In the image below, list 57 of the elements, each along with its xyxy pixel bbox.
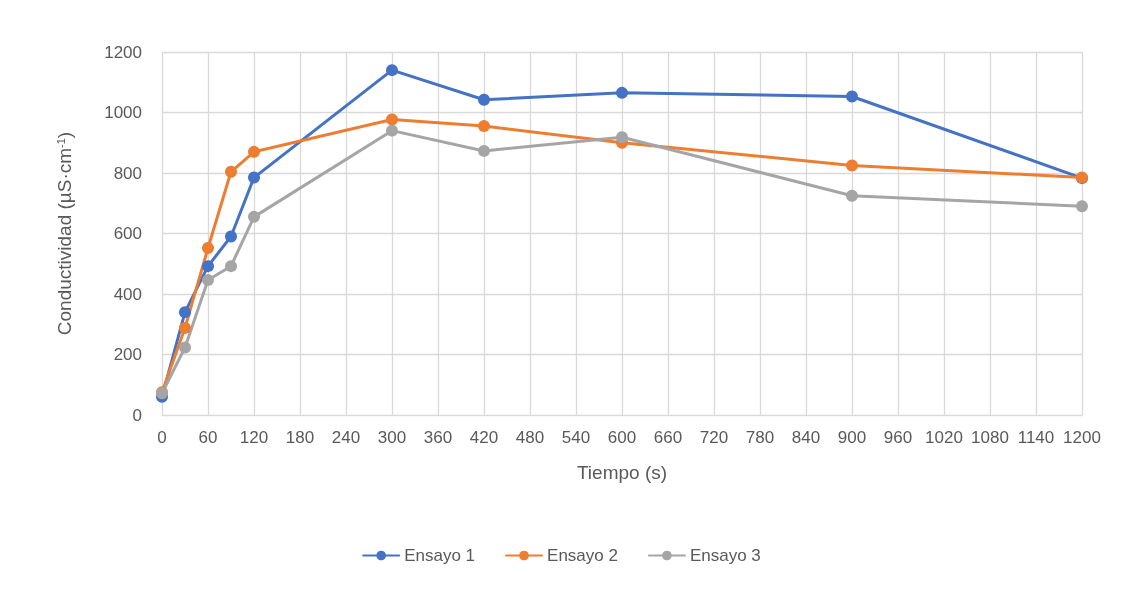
y-tick-label: 400 [113,284,142,304]
x-tick-label: 60 [198,428,218,447]
point [179,306,191,319]
x-tick-label: 600 [607,428,637,447]
point [248,171,260,184]
x-tick-label: 780 [745,428,775,447]
point [616,131,628,144]
y-tick-label: 1200 [104,42,142,62]
point [846,159,858,172]
y-tick-label: 200 [113,345,142,364]
point [202,274,214,287]
point [225,230,237,243]
point [616,86,628,99]
point [179,341,191,354]
x-tick-label: 720 [699,428,729,447]
x-tick-label: 240 [331,428,361,447]
point [179,321,191,334]
legend-label: Ensayo 2 [547,546,618,565]
x-tick-label: 660 [653,428,683,447]
x-tick-label: 1020 [925,428,963,447]
legend-label: Ensayo 3 [689,546,761,565]
point [478,120,490,133]
point [225,165,237,178]
point [202,242,214,255]
x-tick-label: 360 [423,428,453,447]
y-axis-title: Conductividad (µS·cm-1) [54,131,75,336]
point [478,93,490,106]
x-tick-label: 1140 [1017,428,1055,447]
x-axis-title: Tiempo (s) [576,462,668,483]
x-tick-label: 420 [469,428,499,447]
x-tick-label: 900 [837,428,867,447]
point [846,90,858,103]
point [386,124,398,137]
x-tick-label: 120 [239,428,269,447]
x-tick-label: 960 [883,428,913,447]
y-tick-label: 800 [113,163,142,183]
y-tick-label: 1000 [104,103,142,122]
x-tick-label: 300 [377,428,407,447]
point [202,260,214,273]
point [225,260,237,273]
point [386,113,398,126]
point [248,145,260,158]
point [248,210,260,223]
point [386,64,398,77]
y-tick-label: 0 [132,405,142,425]
point [846,189,858,202]
point [1076,200,1088,213]
x-tick-label: 0 [157,428,167,447]
x-tick-label: 1200 [1063,428,1101,447]
x-tick-label: 540 [561,428,591,447]
x-tick-label: 1080 [971,428,1009,447]
x-tick-label: 180 [285,428,315,447]
y-tick-label: 600 [113,224,142,243]
x-tick-label: 840 [791,428,821,447]
point [478,144,490,157]
legend-label: Ensayo 1 [404,546,476,565]
x-tick-label: 480 [515,428,545,447]
